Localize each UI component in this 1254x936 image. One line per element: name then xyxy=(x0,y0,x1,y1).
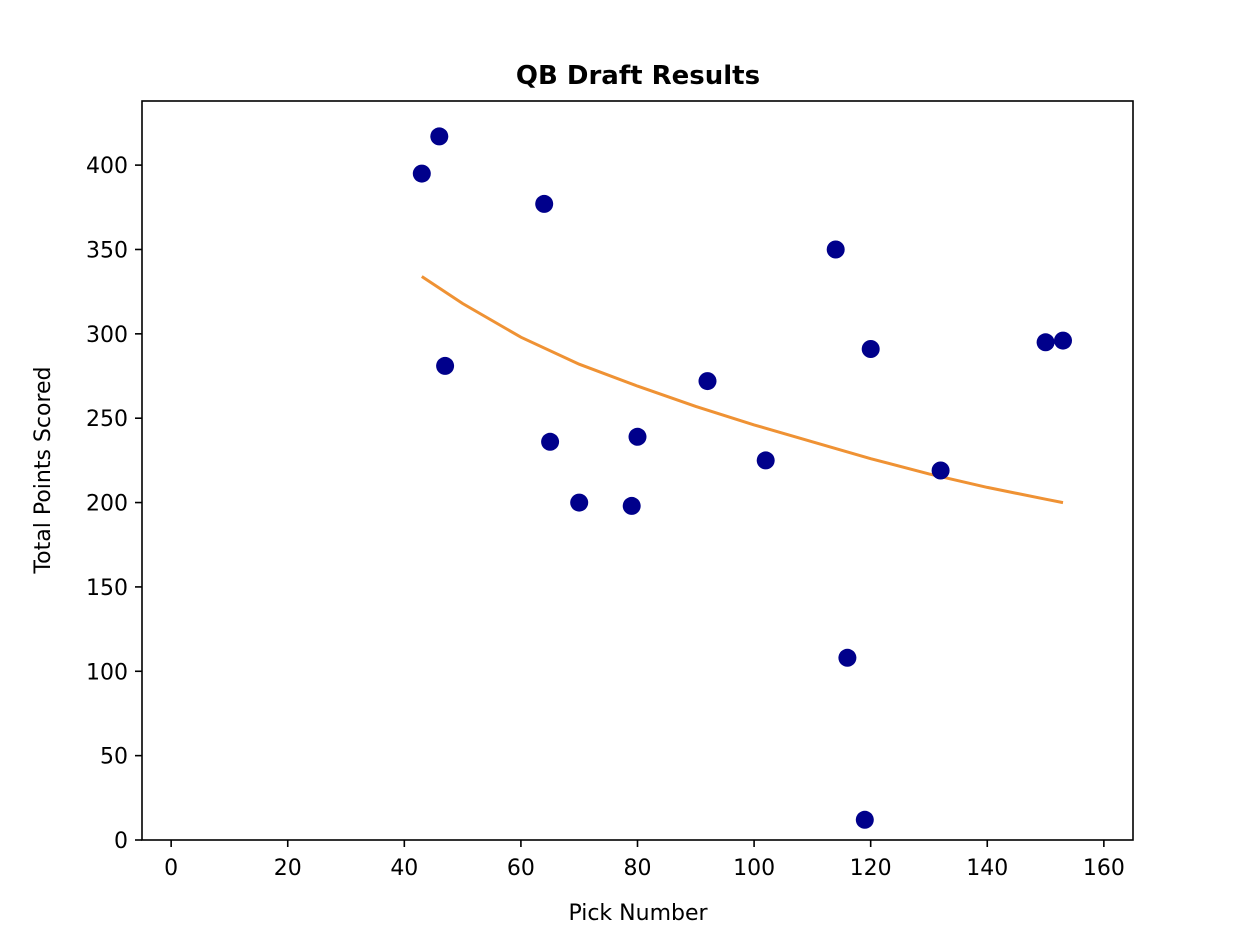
y-tick-label: 200 xyxy=(86,492,128,517)
data-point xyxy=(412,164,431,183)
y-tick-label: 350 xyxy=(86,238,128,263)
data-point xyxy=(756,451,775,470)
y-axis: 0 50 100 150 200 250 300 350 400 xyxy=(86,154,142,854)
data-point xyxy=(570,493,589,512)
data-point xyxy=(430,127,449,146)
plot-area xyxy=(412,127,1072,829)
x-tick-label: 120 xyxy=(850,856,892,881)
data-point xyxy=(698,372,717,391)
y-axis-label: Total Points Scored xyxy=(31,366,56,574)
x-tick-label: 80 xyxy=(624,856,652,881)
x-axis: 0 20 40 60 80 100 120 140 160 xyxy=(164,840,1125,881)
data-point xyxy=(1054,331,1072,350)
y-tick-label: 300 xyxy=(86,323,128,348)
y-tick-label: 50 xyxy=(100,745,128,770)
y-tick-label: 150 xyxy=(86,576,128,601)
data-point xyxy=(622,496,641,515)
y-tick-label: 400 xyxy=(86,154,128,179)
data-point xyxy=(541,432,560,451)
x-tick-label: 60 xyxy=(507,856,535,881)
x-tick-label: 40 xyxy=(390,856,418,881)
data-point xyxy=(838,648,857,667)
data-point xyxy=(855,810,874,829)
data-point xyxy=(436,356,455,375)
y-tick-label: 0 xyxy=(114,829,128,854)
x-tick-label: 0 xyxy=(164,856,178,881)
y-tick-label: 100 xyxy=(86,660,128,685)
data-point xyxy=(628,427,647,446)
y-tick-label: 250 xyxy=(86,407,128,432)
data-point xyxy=(861,340,880,358)
data-point xyxy=(1036,333,1055,352)
x-axis-label: Pick Number xyxy=(568,901,708,926)
x-tick-label: 140 xyxy=(966,856,1008,881)
trend-line xyxy=(420,275,1064,505)
x-tick-label: 20 xyxy=(274,856,302,881)
x-tick-label: 100 xyxy=(733,856,775,881)
chart-title: QB Draft Results xyxy=(516,61,760,91)
data-point xyxy=(535,194,554,213)
x-tick-label: 160 xyxy=(1083,856,1125,881)
data-point xyxy=(931,461,950,480)
data-point xyxy=(826,240,845,259)
